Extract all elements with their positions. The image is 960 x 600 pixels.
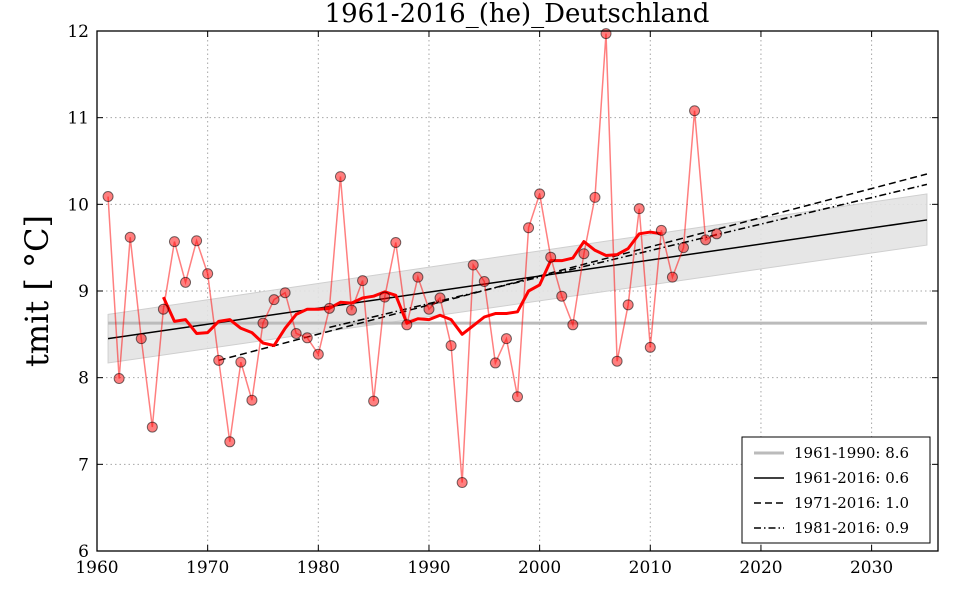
observation-point xyxy=(224,436,236,448)
observation-point xyxy=(346,304,358,316)
observation-markers xyxy=(102,28,723,489)
observation-point xyxy=(523,222,535,234)
observation-point xyxy=(113,373,125,385)
observation-point xyxy=(146,421,158,433)
y-tick-label: 8 xyxy=(78,369,89,389)
x-tick-label: 1960 xyxy=(75,558,118,578)
trend-line-1981-2016 xyxy=(329,183,928,329)
observation-point xyxy=(545,251,557,263)
observation-point xyxy=(578,248,590,260)
observation-point xyxy=(180,276,192,288)
observation-point xyxy=(711,228,723,240)
y-tick-label: 7 xyxy=(78,455,89,475)
observation-point xyxy=(500,333,512,345)
observation-point xyxy=(412,271,424,283)
observation-point xyxy=(534,188,546,200)
y-tick-label: 11 xyxy=(67,109,89,129)
observation-point xyxy=(489,357,501,369)
legend-label: 1961-1990: 8.6 xyxy=(794,444,909,462)
y-axis-label: tmit [ °C] xyxy=(18,215,56,367)
observation-point xyxy=(401,319,413,331)
observation-point xyxy=(213,354,225,366)
observation-point xyxy=(235,356,247,368)
observation-point xyxy=(644,341,656,353)
observation-point xyxy=(589,191,601,203)
observation-point xyxy=(600,28,612,40)
x-tick-label: 1970 xyxy=(186,558,229,578)
observation-line xyxy=(107,33,718,483)
legend-label: 1961-2016: 0.6 xyxy=(794,469,909,487)
observation-point xyxy=(191,235,203,247)
observation-point xyxy=(334,171,346,183)
axis-ticks: 1960 1970 1980 1990 2000 2010 2020 2030 6 7 8 9 10 11… xyxy=(67,22,938,578)
observation-point xyxy=(246,394,258,406)
x-tick-label: 2000 xyxy=(518,558,561,578)
observation-point xyxy=(202,268,214,280)
x-tick-label: 1990 xyxy=(407,558,450,578)
observation-point xyxy=(257,317,269,329)
observation-point xyxy=(434,292,446,304)
observation-point xyxy=(423,303,435,315)
observation-point xyxy=(357,275,369,287)
observation-point xyxy=(157,303,169,315)
chart-title: 1961-2016_(he)_Deutschland xyxy=(325,0,710,29)
legend-label: 1971-2016: 1.0 xyxy=(794,494,909,512)
trend-line-1971-2016 xyxy=(218,173,928,362)
y-tick-label: 12 xyxy=(67,22,89,42)
observation-point xyxy=(379,291,391,303)
observation-point xyxy=(478,275,490,287)
observation-point xyxy=(655,224,667,236)
observation-point xyxy=(301,332,313,344)
observation-point xyxy=(622,299,634,311)
observation-point xyxy=(456,477,468,489)
observation-point xyxy=(290,327,302,339)
observation-point xyxy=(611,355,623,367)
observation-point xyxy=(689,105,701,117)
observation-point xyxy=(124,231,136,243)
observation-point xyxy=(312,348,324,360)
x-tick-label: 2020 xyxy=(739,558,782,578)
x-tick-label: 2030 xyxy=(850,558,893,578)
observation-point xyxy=(390,236,402,248)
observation-point xyxy=(268,294,280,306)
observation-point xyxy=(168,236,180,248)
trend-line-1961-2016 xyxy=(107,219,928,340)
y-tick-label: 10 xyxy=(67,195,89,215)
x-tick-label: 1980 xyxy=(297,558,340,578)
legend-box xyxy=(741,436,931,544)
observation-point xyxy=(323,302,335,314)
observation-point xyxy=(700,234,712,246)
observation-point xyxy=(567,319,579,331)
smoothed-line xyxy=(162,230,662,348)
observation-point xyxy=(677,242,689,254)
observation-point xyxy=(368,395,380,407)
observation-point xyxy=(102,191,114,203)
observation-point xyxy=(556,290,568,302)
lines-group xyxy=(107,33,928,483)
observation-point xyxy=(445,340,457,352)
x-tick-label: 2010 xyxy=(629,558,672,578)
legend-label: 1981-2016: 0.9 xyxy=(794,519,909,537)
observation-point xyxy=(666,271,678,283)
y-tick-label: 6 xyxy=(78,542,89,562)
observation-point xyxy=(135,333,147,345)
observation-point xyxy=(467,259,479,271)
y-tick-label: 9 xyxy=(78,282,89,302)
observation-point xyxy=(633,203,645,215)
legend: 1961-1990: 8.6 1961-2016: 0.6 1971-2016: 1… xyxy=(741,436,931,544)
observation-point xyxy=(279,287,291,299)
observation-point xyxy=(512,391,523,403)
